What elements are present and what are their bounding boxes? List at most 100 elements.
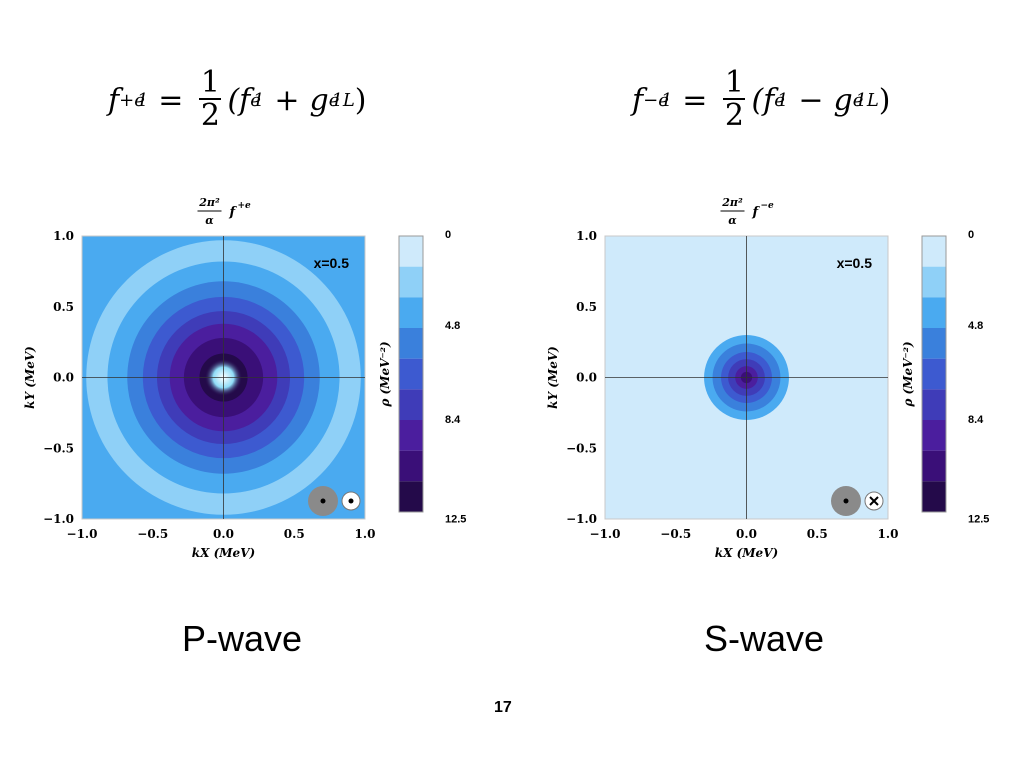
- formula-left-g: g: [309, 82, 329, 118]
- formula-right: f −e 1 = 1 2 (f e 1 − g e 1L ): [632, 68, 891, 132]
- colorbar-band: [399, 328, 423, 359]
- y-tick-label: −1.0: [43, 512, 74, 526]
- formula-left-g-sub: 1L: [331, 89, 355, 111]
- caption-p-wave: P-wave: [182, 618, 303, 659]
- top-label-denominator: α: [728, 214, 737, 227]
- formula-left-close: ): [354, 82, 367, 118]
- colorbar-band: [399, 481, 423, 512]
- y-tick-label: 1.0: [53, 229, 74, 243]
- x-tick-label: 0.5: [807, 527, 828, 541]
- y-tick-label: 1.0: [576, 229, 597, 243]
- formula-right-t1-sub: 1: [776, 89, 789, 111]
- colorbar-tick-label: 8.4: [968, 414, 984, 426]
- fraction-bar: [199, 98, 222, 100]
- top-label-numerator: 2π²: [721, 196, 743, 209]
- y-tick-label: −0.5: [43, 441, 74, 455]
- colorbar-band: [399, 358, 423, 390]
- formula-right-sup: −e: [643, 89, 669, 111]
- fraction-denominator: 2: [724, 98, 744, 133]
- x-tick-label: −1.0: [67, 527, 98, 541]
- x-axis-label: kX (MeV): [715, 546, 778, 560]
- fraction-numerator: 1: [724, 65, 744, 100]
- colorbar-band: [399, 420, 423, 451]
- dot-icon: [843, 498, 849, 504]
- dot-icon: [348, 498, 354, 504]
- top-label-func: f: [752, 205, 761, 220]
- colorbar-frame: [921, 235, 947, 513]
- colorbar-band: [922, 420, 946, 451]
- top-label-func: f: [229, 205, 238, 220]
- formula-left-equals: =: [158, 82, 184, 118]
- x-tick-label: 1.0: [878, 527, 899, 541]
- formula-right-sub: 1: [660, 89, 673, 111]
- formula-right-g-sub: 1L: [855, 89, 879, 111]
- top-label-sup: +e: [238, 201, 252, 211]
- chart-p-wave: [81, 210, 424, 520]
- x-tick-label: −0.5: [137, 527, 168, 541]
- colorbar-tick-label: 8.4: [445, 414, 461, 426]
- formula-right-close: ): [878, 82, 891, 118]
- cross-icon: [869, 496, 879, 506]
- x-tick-label: −0.5: [660, 527, 691, 541]
- formula-left-g-sup: e: [328, 89, 340, 111]
- fraction-bar: [723, 98, 746, 100]
- colorbar-tick-label: 12.5: [445, 513, 466, 525]
- y-axis-label: kY (MeV): [23, 346, 37, 409]
- chart-s-wave: [604, 210, 947, 520]
- x-tick-label: 0.0: [213, 527, 234, 541]
- colorbar-tick-label: 0: [445, 229, 451, 241]
- colorbar-band: [922, 450, 946, 482]
- colorbar-frame: [398, 235, 424, 513]
- annotation-x: x=0.5: [837, 255, 873, 271]
- formula-right-f: f: [632, 82, 644, 118]
- y-tick-label: 0.0: [576, 371, 597, 385]
- fraction-denominator: 2: [200, 98, 220, 133]
- fraction-numerator: 1: [200, 65, 220, 100]
- colorbar-band: [399, 297, 423, 328]
- formula-left-operator: +: [274, 82, 300, 118]
- formula-right-equals: =: [682, 82, 708, 118]
- colorbar-label: ρ (MeV⁻²): [901, 341, 915, 407]
- formula-left-f: f: [108, 82, 120, 118]
- colorbar-band: [922, 297, 946, 328]
- top-label-denominator: α: [205, 214, 214, 227]
- colorbar-band: [399, 266, 423, 298]
- colorbar-tick-label: 12.5: [968, 513, 989, 525]
- colorbar-tick-label: 4.8: [445, 320, 460, 332]
- formula-left-t1-sup: e: [250, 89, 261, 111]
- annotation-x: x=0.5: [314, 255, 350, 271]
- colorbar-band: [399, 236, 423, 267]
- top-label-numerator: 2π²: [198, 196, 220, 209]
- y-tick-label: 0.5: [576, 300, 597, 314]
- colorbar-band: [399, 389, 423, 420]
- formula-right-fraction: 1 2: [723, 65, 746, 133]
- formula-left-paren-f: (f: [227, 82, 251, 118]
- colorbar-tick-label: 4.8: [968, 320, 983, 332]
- formula-right-operator: −: [798, 82, 824, 118]
- formula-left-sub: 1: [136, 89, 149, 111]
- colorbar-band: [399, 450, 423, 482]
- x-tick-label: 0.5: [284, 527, 305, 541]
- formula-left-t1-sub: 1: [252, 89, 265, 111]
- colorbar-band: [922, 266, 946, 298]
- colorbar-tick-label: 0: [968, 229, 974, 241]
- colorbar-band: [922, 328, 946, 359]
- formula-right-g-sup: e: [852, 89, 864, 111]
- formula-left-fraction: 1 2: [199, 65, 222, 133]
- colorbar-label: ρ (MeV⁻²): [378, 341, 392, 407]
- page-number: 17: [494, 699, 512, 716]
- colorbar-band: [922, 481, 946, 512]
- y-tick-label: −0.5: [566, 441, 597, 455]
- colorbar-band: [922, 236, 946, 267]
- y-axis-label: kY (MeV): [546, 346, 560, 409]
- x-axis-label: kX (MeV): [192, 546, 255, 560]
- formula-left: f +e 1 = 1 2 (f e 1 + g e 1L ): [108, 68, 367, 132]
- top-label-sup: −e: [761, 201, 775, 211]
- dot-icon: [320, 498, 326, 504]
- formula-left-sup: +e: [119, 89, 145, 111]
- formula-right-t1-sup: e: [774, 89, 785, 111]
- x-tick-label: 1.0: [355, 527, 376, 541]
- caption-s-wave: S-wave: [704, 618, 825, 659]
- y-tick-label: 0.5: [53, 300, 74, 314]
